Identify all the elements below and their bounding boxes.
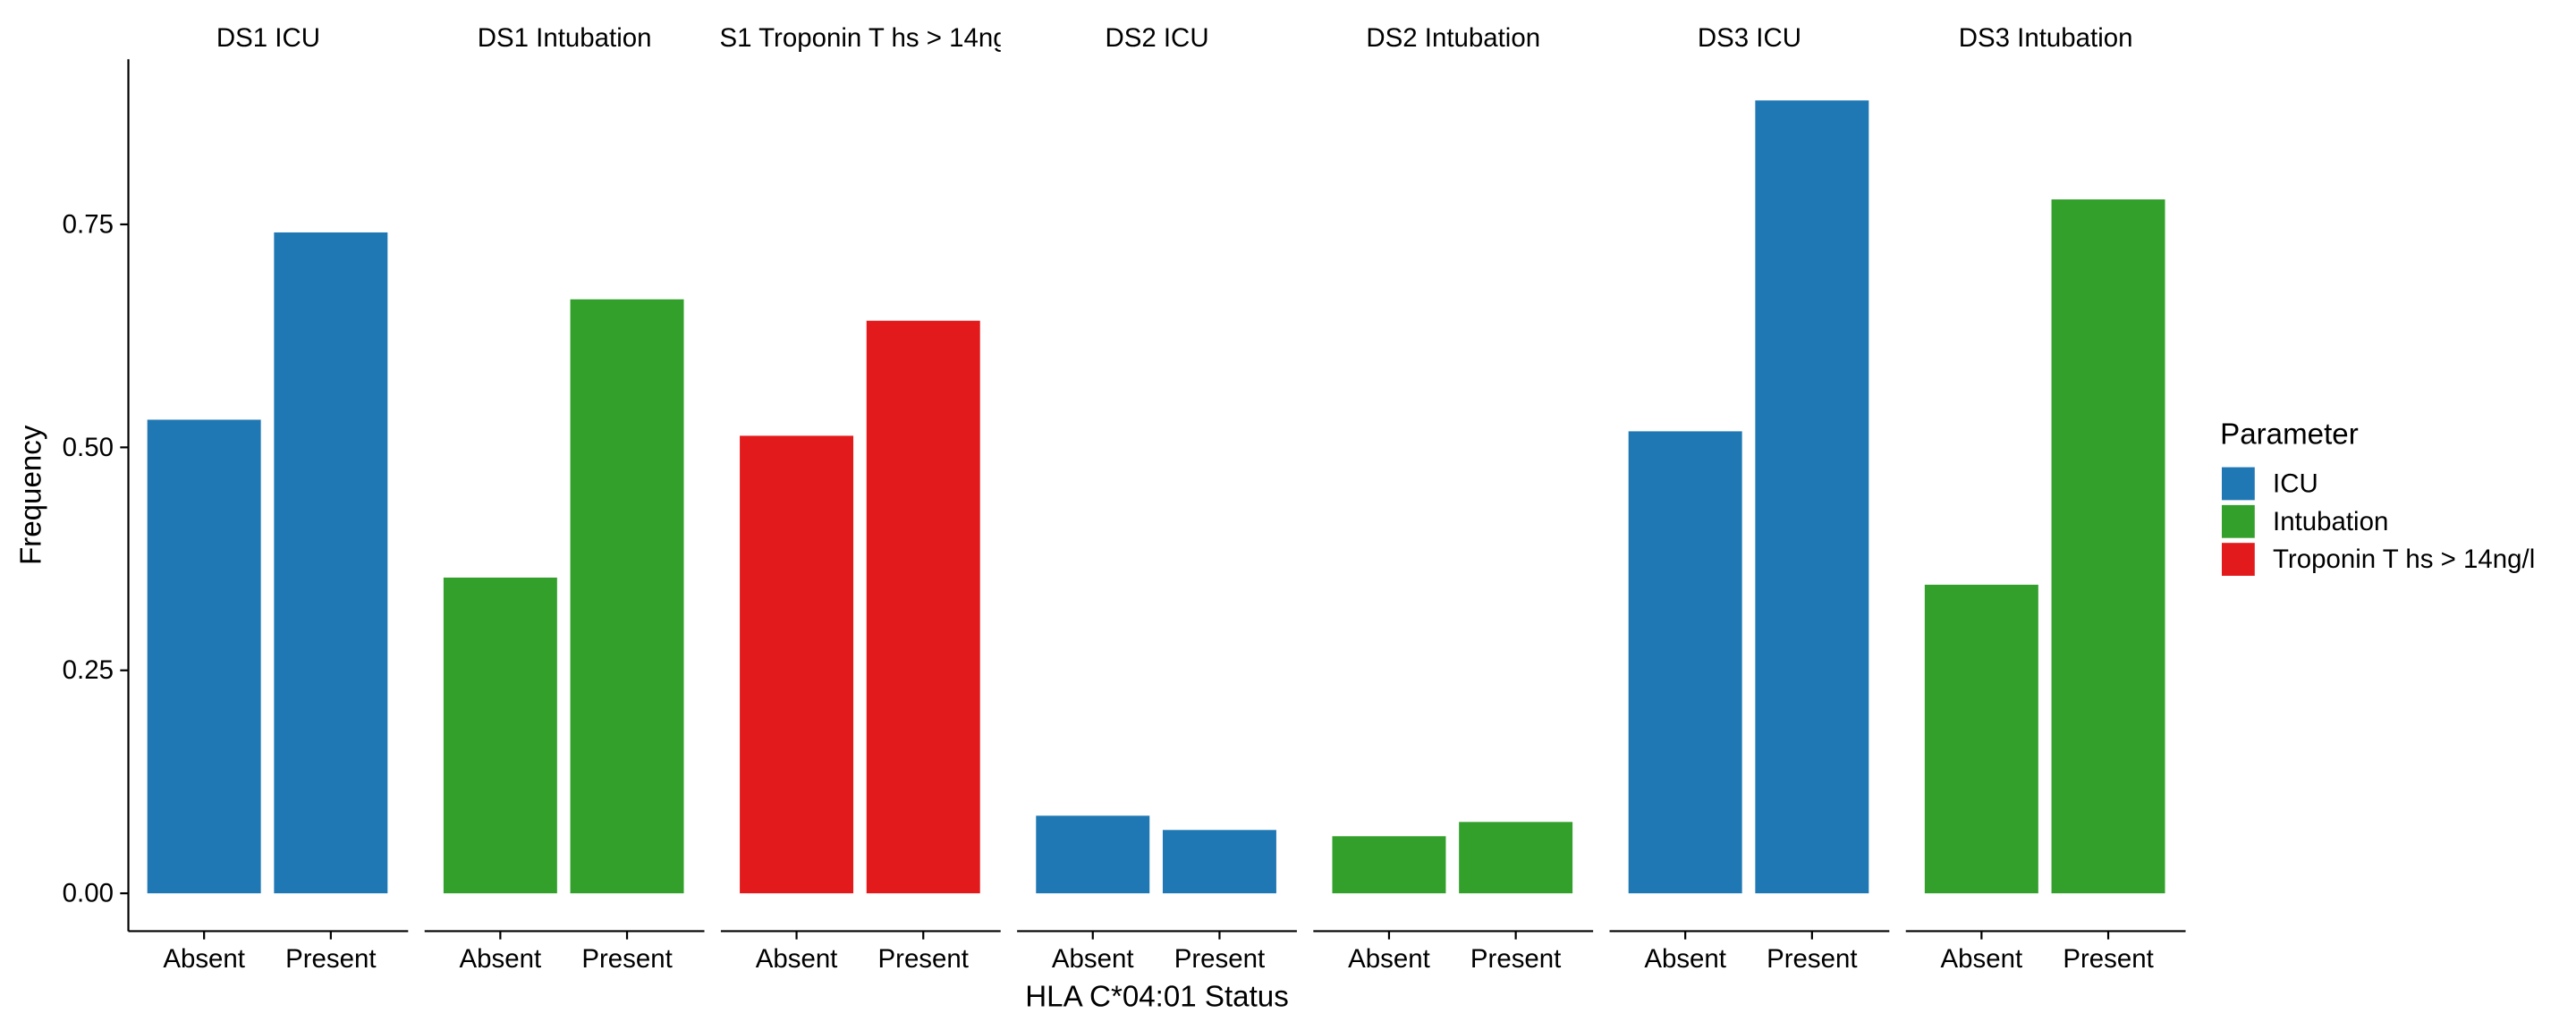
x-tick-label: Absent [1052, 944, 1134, 974]
legend-label: Intubation [2273, 507, 2388, 536]
x-tick-label: Present [285, 944, 376, 974]
facet-title: DS2 Intubation [1366, 23, 1540, 53]
labels-layer: 0.00 0.25 0.50 0.75 DS1 ICU Absent Present DS1 … [14, 23, 2153, 1014]
facet-title: DS1 Intubation [478, 23, 652, 53]
x-tick-label: Absent [756, 944, 838, 974]
x-tick-label: Absent [1644, 944, 1726, 974]
facet-title: DS3 ICU [1698, 23, 1801, 53]
bar [443, 577, 557, 894]
x-tick-label: Absent [1348, 944, 1430, 974]
x-tick-label: Absent [460, 944, 542, 974]
y-tick-label: 0.75 [63, 209, 114, 239]
x-tick-label: Present [2063, 944, 2153, 974]
bar [1628, 431, 1742, 894]
facet-title: DS1 Troponin T hs > 14ng/l [700, 23, 1021, 53]
x-axis-title: HLA C*04:01 Status [1025, 981, 1289, 1014]
bar [1459, 822, 1573, 894]
bars-layer [147, 100, 2165, 894]
x-tick-label: Absent [1941, 944, 2023, 974]
legend-swatch [2222, 504, 2255, 538]
facet-title: DS3 Intubation [1959, 23, 2133, 53]
y-axis-title: Frequency [14, 425, 47, 565]
facet-title: DS1 ICU [216, 23, 320, 53]
bar [866, 320, 980, 894]
x-tick-label: Present [1767, 944, 1857, 974]
x-tick-label: Present [1174, 944, 1265, 974]
legend-swatch [2222, 467, 2255, 501]
x-tick-label: Absent [163, 944, 245, 974]
bar [2051, 199, 2165, 894]
bar [1332, 836, 1446, 894]
bar [1755, 100, 1869, 894]
legend-label: ICU [2273, 469, 2318, 498]
axes-layer [120, 59, 2186, 940]
x-tick-label: Present [878, 944, 969, 974]
bar [570, 299, 684, 894]
legend-swatch [2222, 543, 2255, 576]
bar [147, 419, 261, 894]
bar [1924, 584, 2038, 894]
y-tick-label: 0.50 [63, 433, 114, 462]
legend-label: Troponin T hs > 14ng/l [2273, 545, 2535, 574]
y-tick-label: 0.00 [63, 879, 114, 908]
bar [740, 435, 854, 894]
facet-title: DS2 ICU [1105, 23, 1208, 53]
bar [1162, 830, 1276, 894]
legend: Parameter ICU Intubation Troponin T hs > 14… [2220, 418, 2535, 576]
bar [1036, 815, 1150, 894]
y-tick-label: 0.25 [63, 655, 114, 685]
bar [274, 232, 388, 894]
x-tick-label: Present [581, 944, 672, 974]
legend-title: Parameter [2220, 418, 2359, 451]
x-tick-label: Present [1470, 944, 1561, 974]
